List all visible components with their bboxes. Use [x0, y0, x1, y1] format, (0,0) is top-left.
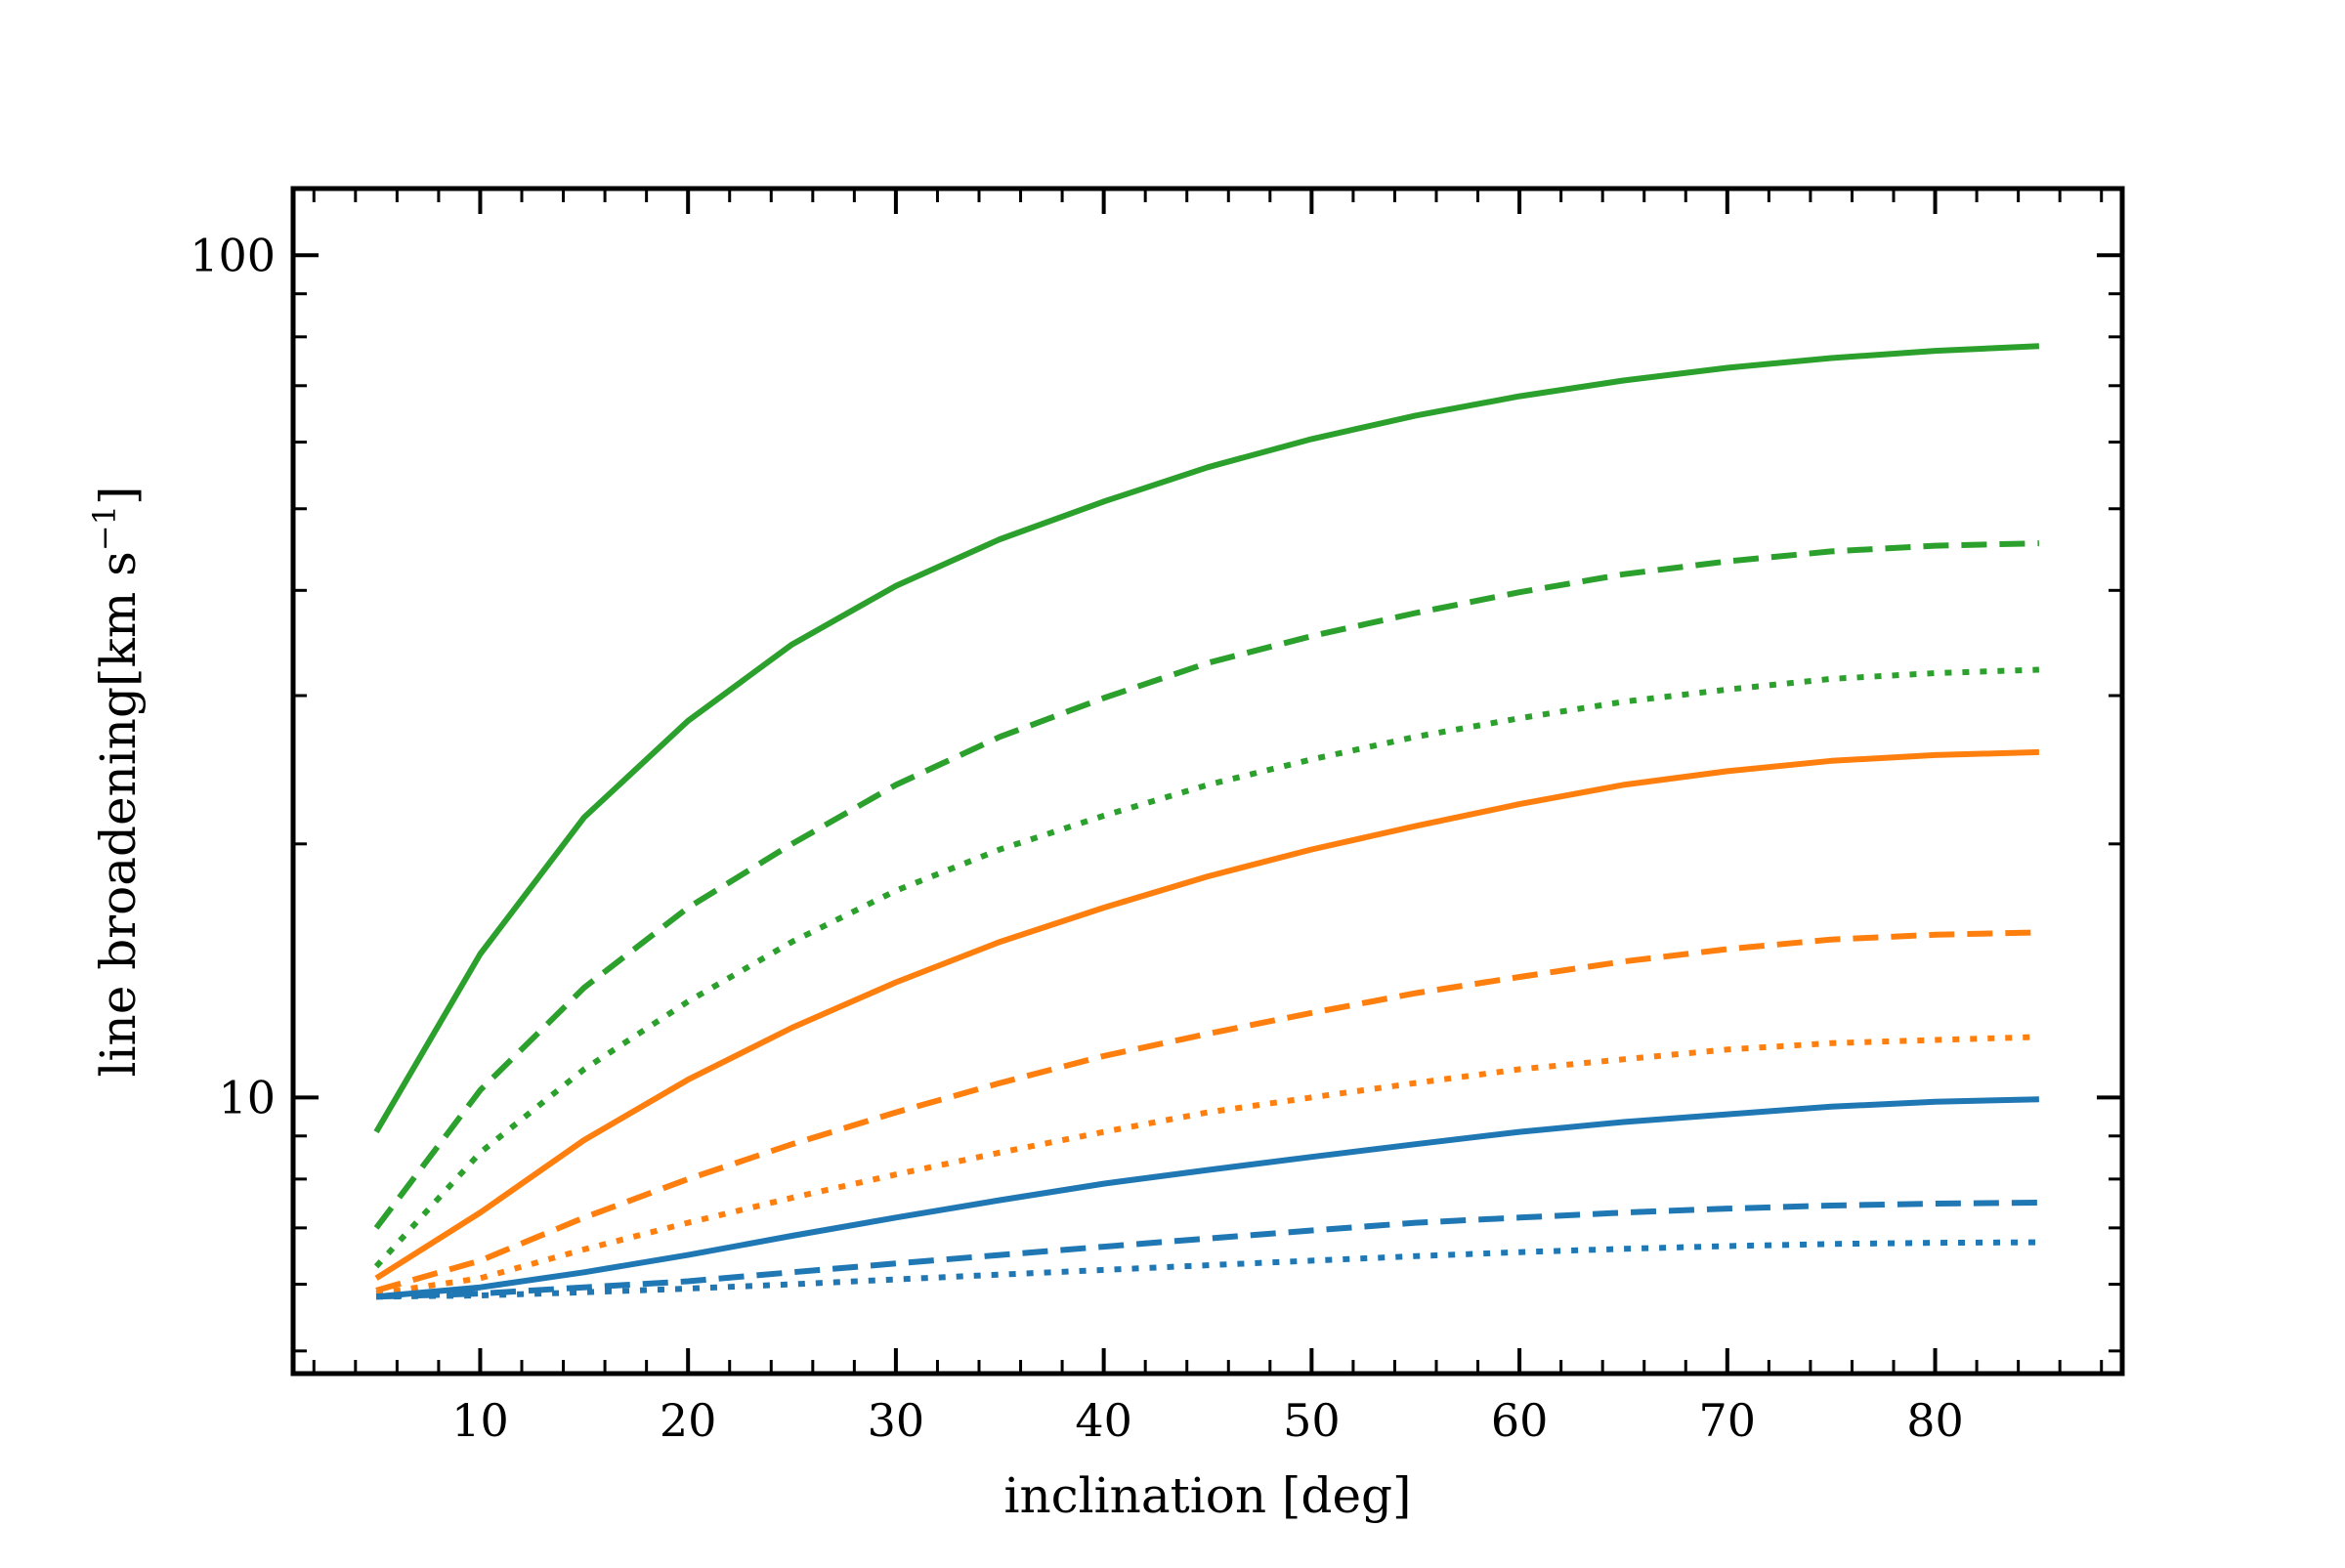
series-line-blue-dashed [376, 1200, 2039, 1300]
series-line-orange-dotted [375, 1034, 2039, 1297]
y-axis-label-superscript: −1 [86, 505, 123, 551]
series-line-green-solid [373, 343, 2040, 1134]
x-tick-label: 10 [451, 1394, 509, 1447]
x-axis-label: inclination [deg] [1003, 1467, 1411, 1524]
series-line-green-dotted [373, 666, 2039, 1269]
x-tick-label: 70 [1699, 1394, 1757, 1447]
series-line-green-dashed [373, 540, 2039, 1230]
y-tick-label: 100 [190, 229, 276, 281]
series-line-blue-solid [375, 1096, 2039, 1300]
plot-frame [290, 186, 2125, 1377]
y-axis-label: line broadening[km s−1] [86, 487, 147, 1078]
x-tick-label: 30 [868, 1394, 925, 1447]
y-axis-label-close: ] [90, 487, 147, 506]
x-tick-label: 20 [660, 1394, 717, 1447]
label-layer: 10 20 30 40 50 60 70 80 10 100 [190, 229, 1964, 1447]
x-tick-label: 40 [1075, 1394, 1132, 1447]
x-tick-label: 60 [1491, 1394, 1549, 1447]
y-tick-label: 10 [218, 1071, 276, 1123]
y-axis-label-main: line broadening[km s [90, 551, 147, 1077]
series-line-blue-dotted [376, 1239, 2039, 1300]
x-tick-label: 50 [1283, 1394, 1341, 1447]
series-line-orange-solid [374, 748, 2039, 1281]
series-line-orange-dashed [375, 929, 2039, 1293]
series-layer [373, 343, 2040, 1300]
x-tick-label: 80 [1906, 1394, 1964, 1447]
